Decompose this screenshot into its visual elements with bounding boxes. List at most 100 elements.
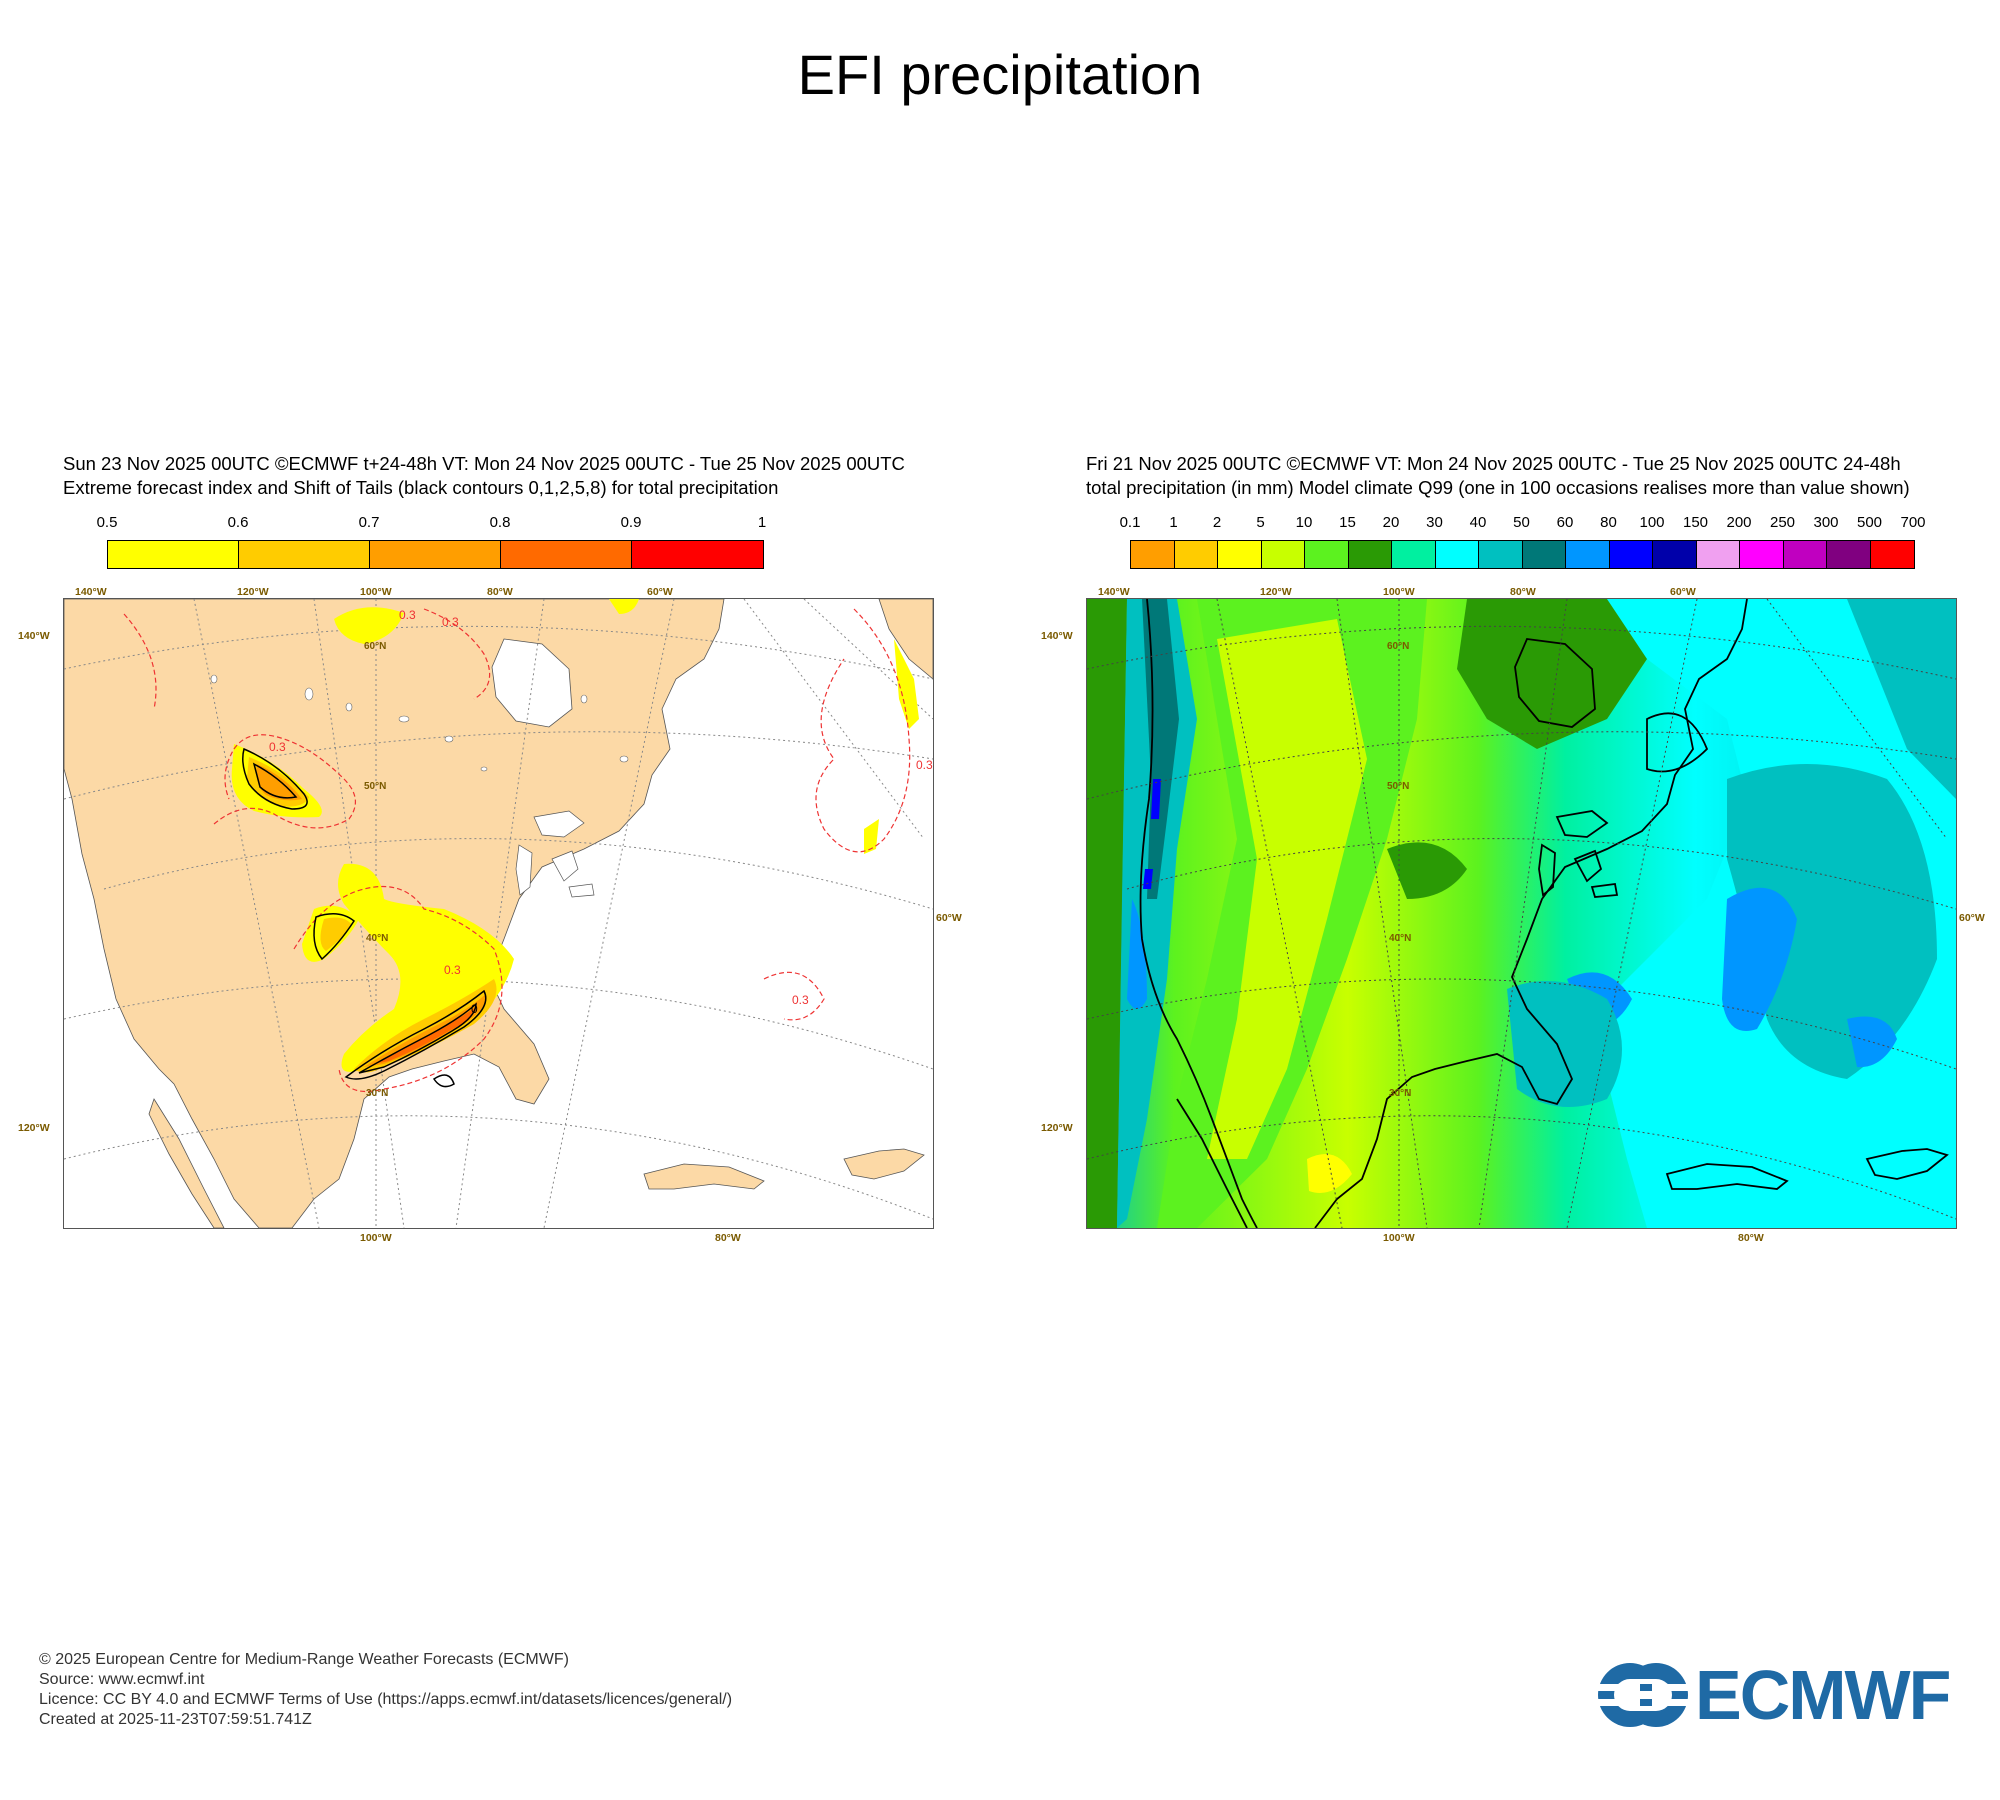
sot-contours [242, 747, 487, 1088]
coastlines [1139, 599, 1949, 1228]
lon-label-top: 60°W [647, 586, 673, 598]
lat-labels: 60°N 50°N 40°N 30°N [1387, 641, 1411, 1099]
colorbar-tick-label: 80 [1600, 514, 1617, 531]
atlantic [534, 599, 933, 1228]
efi-contours-0.3 [123, 608, 911, 1093]
great-lakes [515, 810, 595, 898]
lon-label-bottom: 80°W [715, 1232, 741, 1244]
colorbar-swatch [1740, 541, 1784, 568]
colorbar-tick-label: 2 [1212, 514, 1222, 531]
lon-label-top: 80°W [487, 586, 513, 598]
colorbar-tick-label: 700 [1900, 514, 1926, 531]
climate-colorbar: 0.1 1 2 5 10 15 20 30 40 50 60 80 100 150 200 250 300 500… [1083, 514, 2000, 574]
lat-label: 50°N [364, 781, 386, 792]
colorbar-swatch [239, 541, 370, 568]
lon-label-left: 120°W [18, 1122, 50, 1134]
lon-label-top: 60°W [1670, 586, 1696, 598]
colorbar-swatch [1479, 541, 1523, 568]
colorbar-swatch [1827, 541, 1871, 568]
land-baja [148, 1098, 225, 1228]
hudson-bay [491, 638, 573, 728]
contour-label: 0.3 [444, 963, 461, 977]
colorbar-tick-label: 300 [1813, 514, 1839, 531]
colorbar-tick-label: 5 [1256, 514, 1265, 531]
contour-label: 0.3 [792, 993, 809, 1007]
lon-label-top: 120°W [237, 586, 269, 598]
efi-subtitle-line2: Extreme forecast index and Shift of Tail… [63, 477, 779, 498]
ecmwf-logo: ECMWF [1595, 1660, 1970, 1730]
climate-panel: Fri 21 Nov 2025 00UTC ©ECMWF VT: Mon 24 … [1041, 452, 2000, 1252]
colorbar-tick-label: 10 [1295, 514, 1313, 531]
lon-label-top: 140°W [75, 586, 107, 598]
lat-label: 30°N [366, 1088, 388, 1099]
precip-patches [1087, 599, 1956, 1228]
colorbar-tick-label: 1 [1169, 514, 1178, 531]
colorbar-tick-label: 200 [1726, 514, 1752, 531]
colorbar-swatch [632, 541, 763, 568]
colorbar-tick-label: 50 [1513, 514, 1530, 531]
climate-subtitle-line1: Fri 21 Nov 2025 00UTC ©ECMWF VT: Mon 24 … [1086, 453, 1901, 474]
colorbar-swatch [1783, 541, 1827, 568]
land-hispaniola [843, 1148, 925, 1180]
colorbar-swatch [1696, 541, 1740, 568]
colorbar-tick-label: 500 [1856, 514, 1883, 531]
lat-label: 40°N [1389, 933, 1411, 944]
colorbar-swatch [108, 541, 239, 568]
footer-source: Source: www.ecmwf.int [39, 1671, 205, 1688]
colorbar-swatch [1174, 541, 1218, 568]
colorbar-tick-label: 0.8 [489, 514, 511, 531]
contour-label: 0.3 [442, 615, 459, 629]
colorbar-swatch [1348, 541, 1392, 568]
lon-label-bottom: 100°W [1383, 1232, 1415, 1244]
colorbar-tick-label: 15 [1339, 514, 1356, 531]
footer-created: Created at 2025-11-23T07:59:51.741Z [39, 1711, 312, 1728]
colorbar-tick-label: 30 [1426, 514, 1443, 531]
lat-label: 50°N [1387, 781, 1409, 792]
footer-licence: Licence: CC BY 4.0 and ECMWF Terms of Us… [39, 1691, 733, 1708]
ecmwf-logo-text: ECMWF [1695, 1656, 1951, 1734]
page-title: EFI precipitation [797, 43, 1203, 106]
lat-label: 60°N [364, 641, 386, 652]
lon-label-bottom: 100°W [360, 1232, 392, 1244]
colorbar-swatch [1392, 541, 1436, 568]
colorbar-swatch [1609, 541, 1653, 568]
footer-credits: © 2025 European Centre for Medium-Range … [39, 1650, 732, 1730]
colorbar-tick-label: 0.5 [96, 514, 118, 531]
land-greenland [878, 599, 933, 680]
lat-label: 30°N [1389, 1088, 1411, 1099]
lon-label-top: 100°W [1383, 586, 1415, 598]
colorbar-tick-label: 100 [1639, 514, 1665, 531]
colorbar-tick-label: 40 [1469, 514, 1487, 531]
climate-map-svg: 60°N 50°N 40°N 30°N [1087, 599, 1956, 1228]
lon-label-left: 120°W [1041, 1122, 1073, 1134]
colorbar-boxes [107, 540, 764, 569]
colorbar-swatch [1131, 541, 1175, 568]
colorbar-swatch [501, 541, 632, 568]
colorbar-boxes [1130, 540, 1915, 569]
colorbar-tick-label: 0.1 [1119, 514, 1141, 531]
colorbar-swatch [1305, 541, 1349, 568]
lake-dots [210, 674, 629, 772]
lon-label-top: 140°W [1098, 586, 1130, 598]
efi-areas [231, 599, 919, 1073]
contour-label: 0 [471, 1002, 478, 1016]
lon-label-left: 140°W [18, 630, 50, 642]
lon-label-bottom: 80°W [1738, 1232, 1764, 1244]
contour-label: 0.3 [399, 608, 416, 622]
footer-copyright: © 2025 European Centre for Medium-Range … [39, 1651, 569, 1668]
contour-labels: 0.3 0.3 0.3 0.3 0.3 0.3 0 [269, 608, 933, 1016]
colorbar-tick-label: 0.7 [358, 514, 380, 531]
efi-map: 0.3 0.3 0.3 0.3 0.3 0.3 0 60°N 50°N 40°N… [63, 598, 934, 1229]
colorbar-swatch [1522, 541, 1566, 568]
colorbar-swatch [1566, 541, 1610, 568]
efi-colorbar: 0.5 0.6 0.7 0.8 0.9 1 [60, 514, 980, 574]
lon-label-top: 100°W [360, 586, 392, 598]
lon-label-left: 140°W [1041, 630, 1073, 642]
colorbar-tick-label: 150 [1682, 514, 1709, 531]
land-cuba [643, 1163, 765, 1190]
colorbar-swatch [370, 541, 501, 568]
lat-label: 40°N [366, 933, 388, 944]
colorbar-swatch [1218, 541, 1262, 568]
lon-label-top: 120°W [1260, 586, 1292, 598]
colorbar-swatch [1261, 541, 1305, 568]
